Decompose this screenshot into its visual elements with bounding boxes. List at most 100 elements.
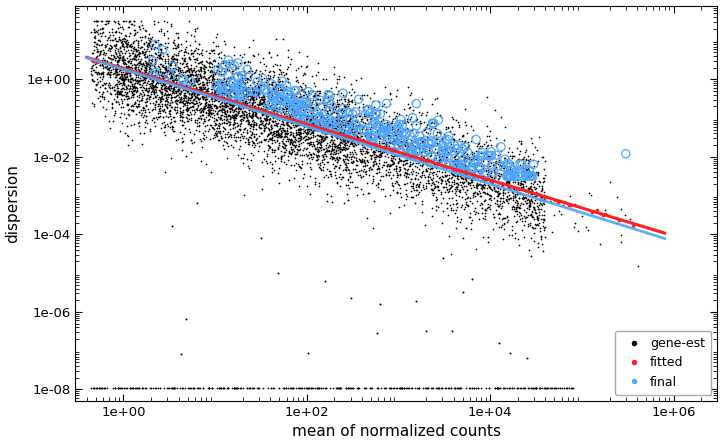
Point [167,63,179,70]
Point [479,189,490,196]
Point [268,85,279,92]
Point [470,245,482,252]
Point [359,138,370,145]
Point [454,189,466,196]
Point [337,109,348,116]
Point [499,214,510,221]
Point [157,113,168,121]
Point [280,142,291,149]
Point [168,77,179,85]
Point [221,89,233,96]
Point [124,384,136,391]
Point [410,139,422,146]
Point [258,137,270,144]
Point [168,77,179,84]
Point [515,156,526,163]
Point [259,123,270,130]
Point [114,36,126,43]
Point [126,101,137,108]
Point [330,154,342,162]
Point [346,129,358,136]
Point [366,116,377,123]
Point [343,105,355,112]
Point [515,180,527,187]
Point [339,133,351,140]
Point [312,120,323,127]
Point [438,152,450,159]
Point [203,384,215,391]
Point [305,122,317,129]
Point [201,82,213,89]
Point [168,37,180,44]
Point [155,79,167,86]
Point [294,93,306,101]
Point [145,80,156,87]
Point [536,240,548,247]
Point [334,101,346,108]
Point [231,127,243,134]
Point [476,204,487,211]
Point [314,140,325,147]
Point [492,185,504,192]
Point [135,97,147,104]
Point [276,105,288,112]
Point [412,191,424,198]
Point [231,119,243,126]
Point [109,18,121,25]
Point [315,132,327,139]
Point [255,117,267,124]
Point [106,26,118,33]
Point [118,65,129,73]
Point [150,81,162,88]
Point [384,166,395,173]
Point [218,107,230,114]
Point [408,194,419,201]
Point [135,83,147,90]
Point [116,64,128,71]
Point [163,101,174,109]
Point [269,112,281,119]
Point [526,172,538,179]
Point [258,96,270,103]
Point [298,145,309,152]
Point [458,205,470,212]
Point [209,88,221,95]
Point [414,142,425,149]
Point [138,46,150,53]
Point [355,148,367,155]
Point [295,164,307,171]
Point [476,142,488,150]
Point [287,384,299,391]
Point [333,129,344,136]
Point [561,384,573,391]
Point [198,105,210,113]
Point [522,172,534,179]
Point [327,134,338,141]
Point [378,101,390,108]
Point [438,152,450,159]
Point [181,81,192,88]
Point [534,384,546,391]
Point [274,82,286,89]
Point [228,118,240,125]
Point [351,111,362,118]
Point [309,82,321,89]
Point [264,118,275,125]
Point [144,92,155,99]
Point [213,50,225,57]
Point [137,93,148,100]
Point [322,122,334,129]
Point [153,384,164,391]
Point [244,105,256,113]
Point [128,53,140,60]
Point [255,129,267,136]
Point [341,129,353,136]
Point [517,168,529,175]
Point [435,384,447,391]
Point [282,384,294,391]
Point [191,54,202,61]
Point [544,384,556,391]
Point [315,145,326,152]
Point [93,95,104,102]
Point [521,205,533,212]
